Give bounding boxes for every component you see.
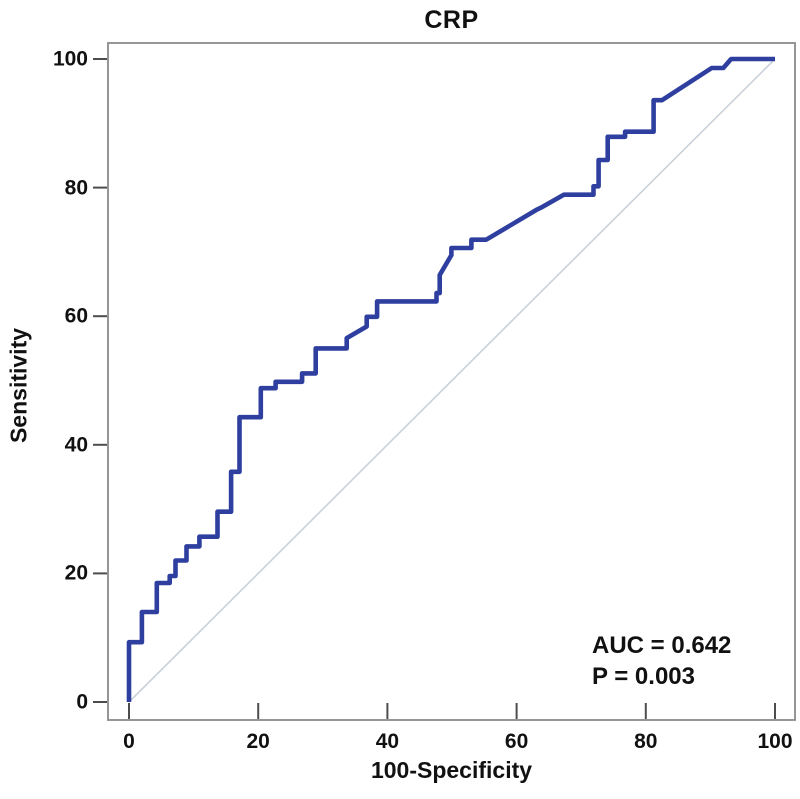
roc-curve-line bbox=[126, 56, 775, 702]
y-tick-label-20: 20 bbox=[64, 561, 88, 585]
stats-annotation: AUC = 0.642 P = 0.003 bbox=[592, 630, 731, 692]
x-tick-label-20: 20 bbox=[246, 730, 270, 753]
y-tick-label-80: 80 bbox=[64, 176, 88, 200]
chart-title: CRP bbox=[424, 6, 479, 34]
y-tick-label-100: 100 bbox=[52, 47, 88, 71]
plot-frame bbox=[107, 42, 796, 721]
x-axis-title: 100-Specificity bbox=[370, 757, 533, 783]
x-tick-label-0: 0 bbox=[123, 730, 135, 753]
tick-marks bbox=[93, 58, 776, 719]
y-tick-label-60: 60 bbox=[64, 304, 88, 328]
p-value-text: P = 0.003 bbox=[592, 663, 695, 690]
x-tick-label-100: 100 bbox=[757, 730, 793, 753]
x-tick-label-80: 80 bbox=[634, 730, 658, 753]
x-tick-label-40: 40 bbox=[375, 730, 400, 753]
x-tick-label-60: 60 bbox=[504, 730, 529, 753]
reference-diagonal-line bbox=[128, 58, 776, 703]
y-tick-label-40: 40 bbox=[64, 433, 88, 457]
auc-value-text: AUC = 0.642 bbox=[592, 632, 732, 659]
y-tick-label-0: 0 bbox=[76, 690, 88, 714]
